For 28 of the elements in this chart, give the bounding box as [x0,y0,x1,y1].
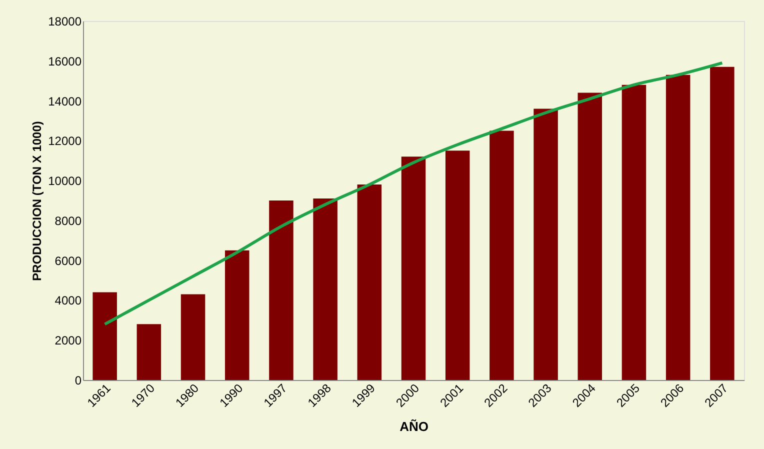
bar [445,150,470,380]
y-tick-label: 8000 [54,214,82,228]
bar [357,184,382,380]
y-tick-label: 10000 [48,174,82,188]
bar [313,198,338,380]
bar [180,294,206,380]
line-series [103,61,724,326]
y-tick-label: 14000 [48,94,82,108]
y-tick-label: 6000 [54,254,82,268]
bar [490,130,514,380]
bar [666,74,690,380]
bar [269,200,294,380]
bar [578,92,602,380]
y-axis-title: PRODUCCION (TON X 1000) [30,121,44,281]
bar [622,84,646,380]
y-tick-label: 12000 [48,134,82,148]
x-axis-title: AÑO [400,419,428,434]
bar [92,292,117,380]
bar [136,324,162,380]
y-tick-label: 4000 [54,294,82,308]
bar [224,250,250,380]
bar [401,156,426,380]
y-tick-label: 2000 [54,334,82,348]
bar [710,66,734,380]
y-tick-label: 0 [74,374,82,388]
y-tick-label: 16000 [48,54,82,68]
y-tick-label: 18000 [48,14,82,28]
bar [534,108,558,380]
